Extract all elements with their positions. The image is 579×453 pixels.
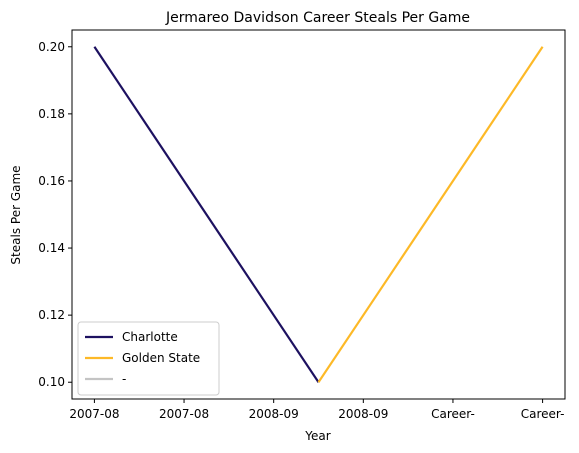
series-line-0 bbox=[93, 46, 320, 383]
y-tick-label: 0.16 bbox=[38, 174, 65, 188]
x-tick-label: Career- bbox=[431, 407, 475, 421]
x-tick-label: 2008-09 bbox=[338, 407, 388, 421]
series-line-1 bbox=[317, 46, 544, 383]
legend-label: Charlotte bbox=[122, 330, 178, 344]
plot-area bbox=[93, 46, 544, 383]
x-tick-label: 2007-08 bbox=[69, 407, 119, 421]
x-tick-label: 2008-09 bbox=[249, 407, 299, 421]
x-tick-label: 2007-08 bbox=[159, 407, 209, 421]
y-axis: 0.10 0.12 0.14 0.16 0.18 0.20 bbox=[38, 40, 72, 389]
x-axis-label: Year bbox=[304, 429, 330, 443]
x-tick-label: Career- bbox=[521, 407, 565, 421]
chart-title: Jermareo Davidson Career Steals Per Game bbox=[165, 10, 470, 26]
y-tick-label: 0.20 bbox=[38, 40, 65, 54]
legend: Charlotte Golden State - bbox=[77, 321, 220, 396]
y-axis-label: Steals Per Game bbox=[9, 165, 23, 264]
legend-box bbox=[77, 321, 220, 396]
legend-label: - bbox=[122, 372, 126, 386]
y-tick-label: 0.18 bbox=[38, 107, 65, 121]
x-axis: 2007-08 2007-08 2008-09 2008-09 Career- Caree… bbox=[69, 399, 564, 421]
y-tick-label: 0.10 bbox=[38, 375, 65, 389]
y-tick-label: 0.12 bbox=[38, 308, 65, 322]
legend-label: Golden State bbox=[122, 351, 200, 365]
plot-frame bbox=[71, 29, 566, 400]
y-tick-label: 0.14 bbox=[38, 241, 65, 255]
